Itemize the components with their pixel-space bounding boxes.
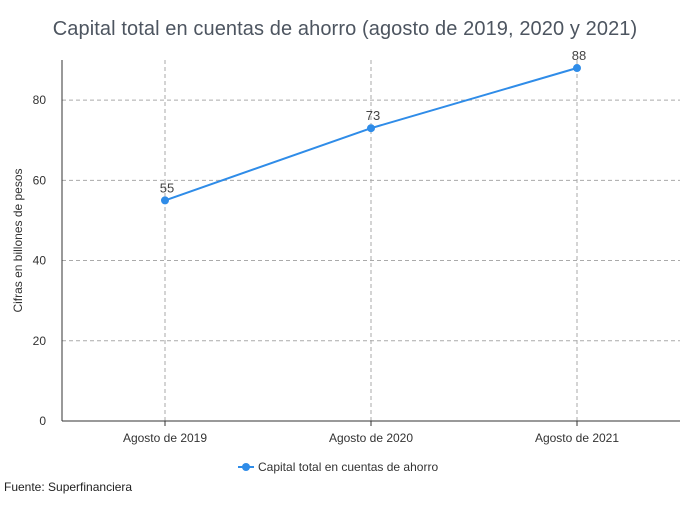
chart-title: Capital total en cuentas de ahorro (agos… bbox=[52, 18, 638, 40]
x-tick-label: Agosto de 2021 bbox=[535, 431, 619, 445]
data-label: 88 bbox=[572, 48, 586, 63]
legend[interactable]: Capital total en cuentas de ahorro bbox=[238, 460, 438, 474]
y-tick-label: 20 bbox=[33, 334, 47, 348]
x-tick-label: Agosto de 2019 bbox=[123, 431, 207, 445]
y-axis-title: Cifras en billones de pesos bbox=[11, 168, 25, 312]
grid-lines bbox=[62, 60, 680, 426]
source-note: Fuente: Superfinanciera bbox=[4, 480, 133, 494]
data-point[interactable] bbox=[367, 124, 375, 133]
data-point[interactable] bbox=[573, 64, 581, 73]
series: 55 73 88 bbox=[160, 48, 586, 205]
data-label: 73 bbox=[366, 108, 380, 123]
y-tick-label: 40 bbox=[33, 254, 47, 268]
y-tick-labels: 0 20 40 60 80 bbox=[33, 93, 47, 428]
x-tick-label: Agosto de 2020 bbox=[329, 431, 413, 445]
data-point[interactable] bbox=[161, 196, 169, 205]
data-label: 55 bbox=[160, 180, 174, 195]
axes bbox=[61, 60, 680, 422]
y-tick-label: 0 bbox=[39, 414, 46, 428]
legend-dot-marker bbox=[242, 463, 250, 471]
y-tick-label: 80 bbox=[33, 93, 47, 107]
legend-label: Capital total en cuentas de ahorro bbox=[258, 460, 438, 474]
y-tick-label: 60 bbox=[33, 173, 47, 187]
x-tick-labels: Agosto de 2019 Agosto de 2020 Agosto de 20… bbox=[123, 431, 619, 445]
